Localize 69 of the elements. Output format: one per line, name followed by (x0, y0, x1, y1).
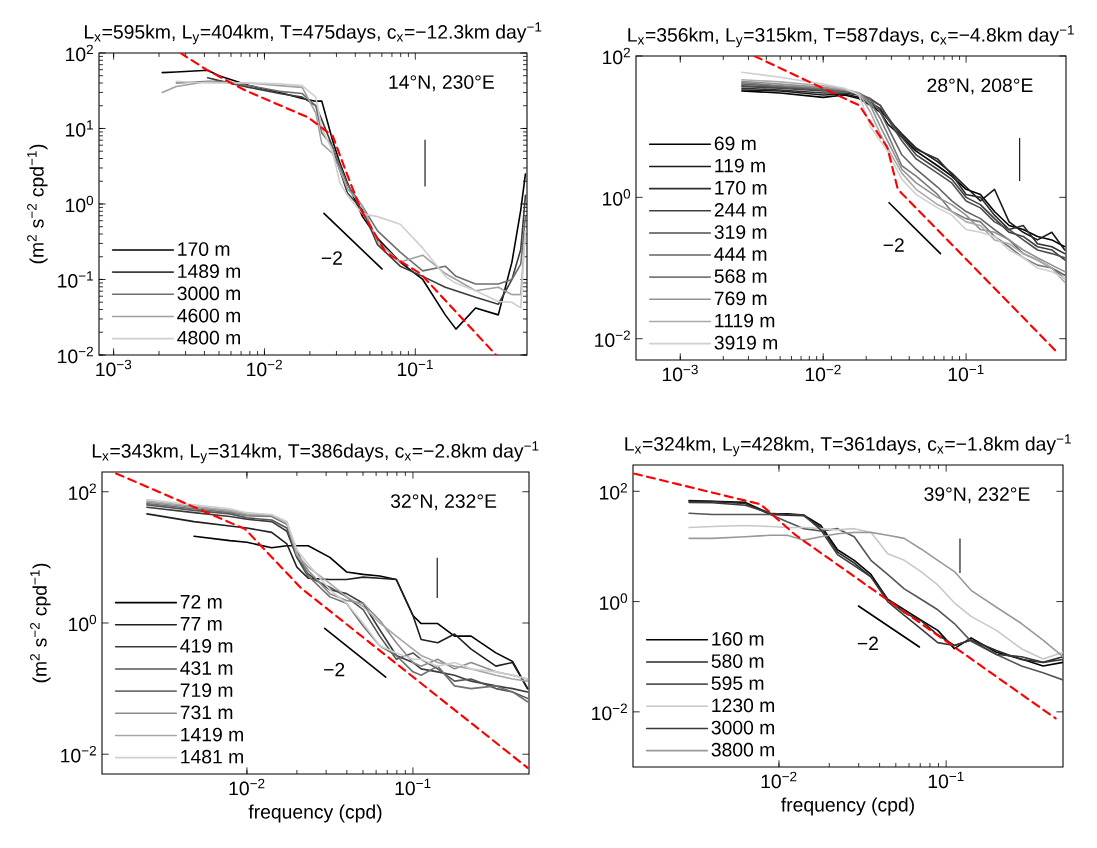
legend-label: 719 m (180, 683, 233, 698)
x-axis-title: frequency (cpd) (248, 804, 382, 823)
legend-label: 4800 m (177, 330, 240, 345)
legend-label: 769 m (714, 291, 767, 306)
y-tick-label: 10$^{0}$ (69, 614, 97, 632)
y-axis-title: (m$^{2}$ s$^{−2}$ cpd$^{−1}$) (30, 563, 51, 683)
legend-label: 160 m (712, 632, 764, 646)
legend-label: 69 m (714, 136, 756, 151)
annotation: 14°N, 230°E (389, 75, 494, 92)
annotation: −2 (324, 662, 345, 677)
y-tick-label: 10$^{2}$ (69, 483, 96, 501)
legend-label: 431 m (180, 661, 233, 675)
legend-label: 77 m (180, 617, 222, 631)
chart-title: L$_{x}$=595km, L$_{y}$=404km, T=475days, c$_{x}$=−12.3km day$^{−1}$ (85, 22, 542, 45)
legend-label: 4600 m (177, 308, 240, 323)
legend-label: 444 m (714, 247, 767, 261)
legend-label: 244 m (714, 203, 767, 217)
y-tick-label: 10$^{0}$ (603, 189, 631, 206)
y-tick-label: 10$^{0}$ (600, 593, 628, 610)
legend-label: 3919 m (714, 335, 778, 350)
x-tick-label: 10$^{−2}$ (761, 771, 797, 789)
y-tick-label: 10$^{−2}$ (61, 745, 96, 763)
chart-title: L$_{x}$=324km, L$_{y}$=428km, T=361days, c$_{x}$=−1.8km day$^{−1}$ (625, 434, 1071, 457)
annotation: −2 (857, 636, 878, 651)
legend-label: 3000 m (711, 720, 775, 735)
legend-label: 1481 m (181, 749, 243, 764)
annotation: 32°N, 232°E (390, 494, 497, 511)
legend-label: 170 m (715, 180, 767, 195)
chart-title: L$_{x}$=343km, L$_{y}$=314km, T=386days, c$_{x}$=−2.8km day$^{−1}$ (92, 441, 539, 464)
y-tick-label: 10$^{0}$ (66, 195, 94, 213)
legend-label: 170 m (178, 242, 230, 256)
legend-label: 1119 m (715, 313, 775, 328)
annotation: 28°N, 208°E (927, 78, 1033, 95)
legend-label: 595 m (711, 676, 764, 691)
legend-label: 72 m (180, 594, 222, 609)
legend-label: 419 m (180, 639, 233, 653)
legend-label: 580 m (711, 654, 764, 668)
legend-label: 568 m (714, 269, 767, 284)
y-tick-label: 10$^{1}$ (66, 120, 93, 137)
chart-title: L$_{x}$=356km, L$_{y}$=315km, T=587days, c$_{x}$=−4.8km day$^{−1}$ (628, 25, 1074, 48)
legend-label: 1230 m (712, 698, 775, 713)
legend-label: 3000 m (177, 286, 240, 301)
x-tick-label: 10$^{−1}$ (948, 364, 984, 382)
x-tick-label: 10$^{−1}$ (928, 771, 964, 789)
y-tick-label: 10$^{−2}$ (592, 703, 627, 721)
y-tick-label: 10$^{−2}$ (595, 330, 630, 348)
y-axis-title: (m$^{2}$ s$^{−2}$ cpd$^{−1}$) (27, 144, 48, 264)
legend-label: 3800 m (711, 742, 775, 757)
x-tick-label: 10$^{−1}$ (397, 359, 433, 377)
x-tick-label: 10$^{−2}$ (247, 359, 282, 377)
legend-label: 1419 m (181, 727, 243, 742)
legend-label: 1489 m (178, 264, 240, 279)
legend-label: 731 m (180, 705, 233, 720)
y-tick-label: 10$^{2}$ (600, 482, 627, 500)
x-tick-label: 10$^{−2}$ (229, 778, 265, 796)
legend-label: 319 m (714, 225, 767, 239)
y-tick-label: 10$^{2}$ (66, 44, 93, 62)
x-tick-label: 10$^{−1}$ (395, 778, 431, 796)
x-tick-label: 10$^{−2}$ (805, 364, 841, 382)
y-tick-label: 10$^{−2}$ (58, 346, 93, 364)
legend-label: 119 m (715, 158, 765, 173)
y-tick-label: 10$^{−1}$ (58, 271, 93, 288)
x-tick-label: 10$^{−3}$ (96, 359, 132, 377)
annotation: 39°N, 232°E (924, 487, 1030, 504)
y-tick-label: 10$^{2}$ (603, 47, 630, 65)
x-tick-label: 10$^{−3}$ (662, 364, 698, 382)
annotation: −2 (883, 238, 904, 252)
x-axis-title: frequency (cpd) (781, 797, 914, 816)
annotation: −2 (321, 251, 342, 265)
